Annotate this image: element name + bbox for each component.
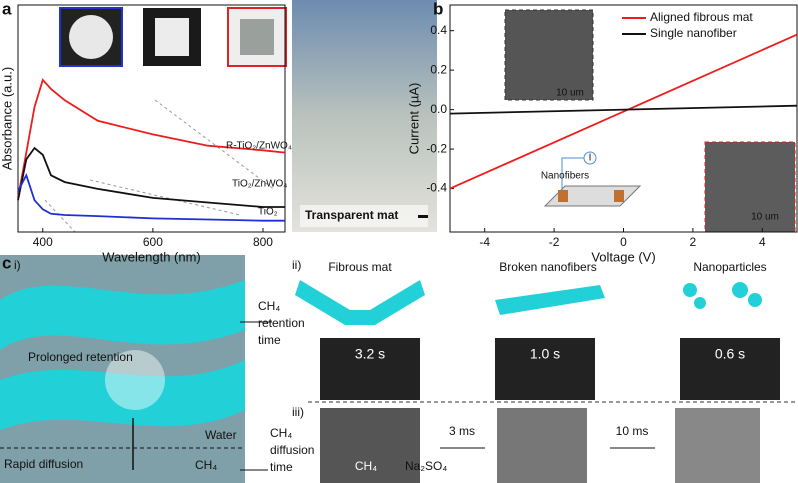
row-label: retention <box>258 316 305 330</box>
fiber <box>0 280 245 430</box>
tangent-lines <box>44 99 276 233</box>
y-tick-label: -0.4 <box>426 181 447 195</box>
photo-label: Transparent mat <box>305 208 398 222</box>
x-tick-label: 2 <box>690 235 697 249</box>
time-value: 1.0 s <box>530 346 560 362</box>
y-tick-label: -0.2 <box>426 141 447 155</box>
photo-caption-bg <box>300 205 428 227</box>
legend-label: Single nanofiber <box>650 26 737 40</box>
column-header: Fibrous mat <box>328 260 392 274</box>
row-label: time <box>258 333 281 347</box>
electrode <box>558 190 568 202</box>
row-label: diffusion <box>270 443 314 457</box>
x-axis-label: Wavelength (nm) <box>102 249 201 264</box>
sample <box>69 15 113 59</box>
scheme-label: CH₄ <box>195 458 217 472</box>
sub-label: ii) <box>292 258 301 272</box>
x-tick-label: 0 <box>620 235 627 249</box>
scheme-label: Water <box>205 428 237 442</box>
time-value: 0.6 s <box>715 346 745 362</box>
y-axis-label: Absorbance (a.u.) <box>0 67 14 170</box>
series-label: R-TiO₂/ZnWO₄ <box>226 141 292 152</box>
series-line <box>449 33 798 190</box>
row-label: CH₄ <box>270 426 292 440</box>
scheme-label: Prolonged retention <box>28 350 133 364</box>
column-header: Nanoparticles <box>693 260 766 274</box>
y-tick-label: 0.0 <box>430 102 447 116</box>
series-line <box>17 78 286 199</box>
meter <box>583 151 597 165</box>
x-tick-label: 600 <box>143 235 163 249</box>
x-tick-label: 400 <box>33 235 53 249</box>
series-label: TiO₂/ZnWO₄ <box>232 179 287 190</box>
x-tick-label: 4 <box>759 235 766 249</box>
legend-label: Aligned fibrous mat <box>650 10 753 24</box>
panel-label: a <box>2 0 12 18</box>
photo <box>292 0 437 232</box>
gas-label: CH₄ <box>355 459 377 473</box>
panel-label: c <box>2 253 11 272</box>
arrows <box>240 321 655 471</box>
series-line <box>449 104 798 115</box>
scheme-label: Rapid diffusion <box>4 457 83 471</box>
x-tick-label: 800 <box>253 235 273 249</box>
y-axis-label: Current (µA) <box>406 83 421 155</box>
y-tick-label: 0.4 <box>430 23 447 37</box>
circuit <box>561 157 584 190</box>
column-header: Broken nanofibers <box>499 260 596 274</box>
annotation: 10 um <box>751 212 779 223</box>
plot-frame <box>17 4 286 233</box>
solution-label: Na₂SO₄ <box>405 459 447 473</box>
sem-inset <box>504 9 594 101</box>
y-tick-label: 0.2 <box>430 62 447 76</box>
step-label: 3 ms <box>449 424 475 438</box>
step-label: 10 ms <box>616 424 649 438</box>
annotation: Nanofibers <box>541 171 589 182</box>
x-tick-label: -2 <box>549 235 560 249</box>
panel-label: b <box>433 0 443 18</box>
sem-inset <box>704 141 796 233</box>
sample <box>240 19 274 55</box>
x-axis-label: Voltage (V) <box>591 249 655 264</box>
series-line <box>17 146 285 208</box>
sub-label: iii) <box>292 405 304 419</box>
bubble <box>105 350 165 410</box>
row-label: time <box>270 460 293 474</box>
sub-label: i) <box>14 258 21 272</box>
material-scheme <box>295 280 762 325</box>
sample <box>155 18 189 56</box>
droplet-photos <box>320 338 780 483</box>
electrode <box>614 190 624 202</box>
x-tick-label: -4 <box>479 235 490 249</box>
scale-bar <box>418 215 428 218</box>
series-label: TiO₂ <box>258 207 278 218</box>
annotation: 10 um <box>556 88 584 99</box>
row-label: CH₄ <box>258 299 280 313</box>
series-line <box>17 173 285 222</box>
annotation: I <box>589 153 592 164</box>
time-value: 3.2 s <box>355 346 385 362</box>
